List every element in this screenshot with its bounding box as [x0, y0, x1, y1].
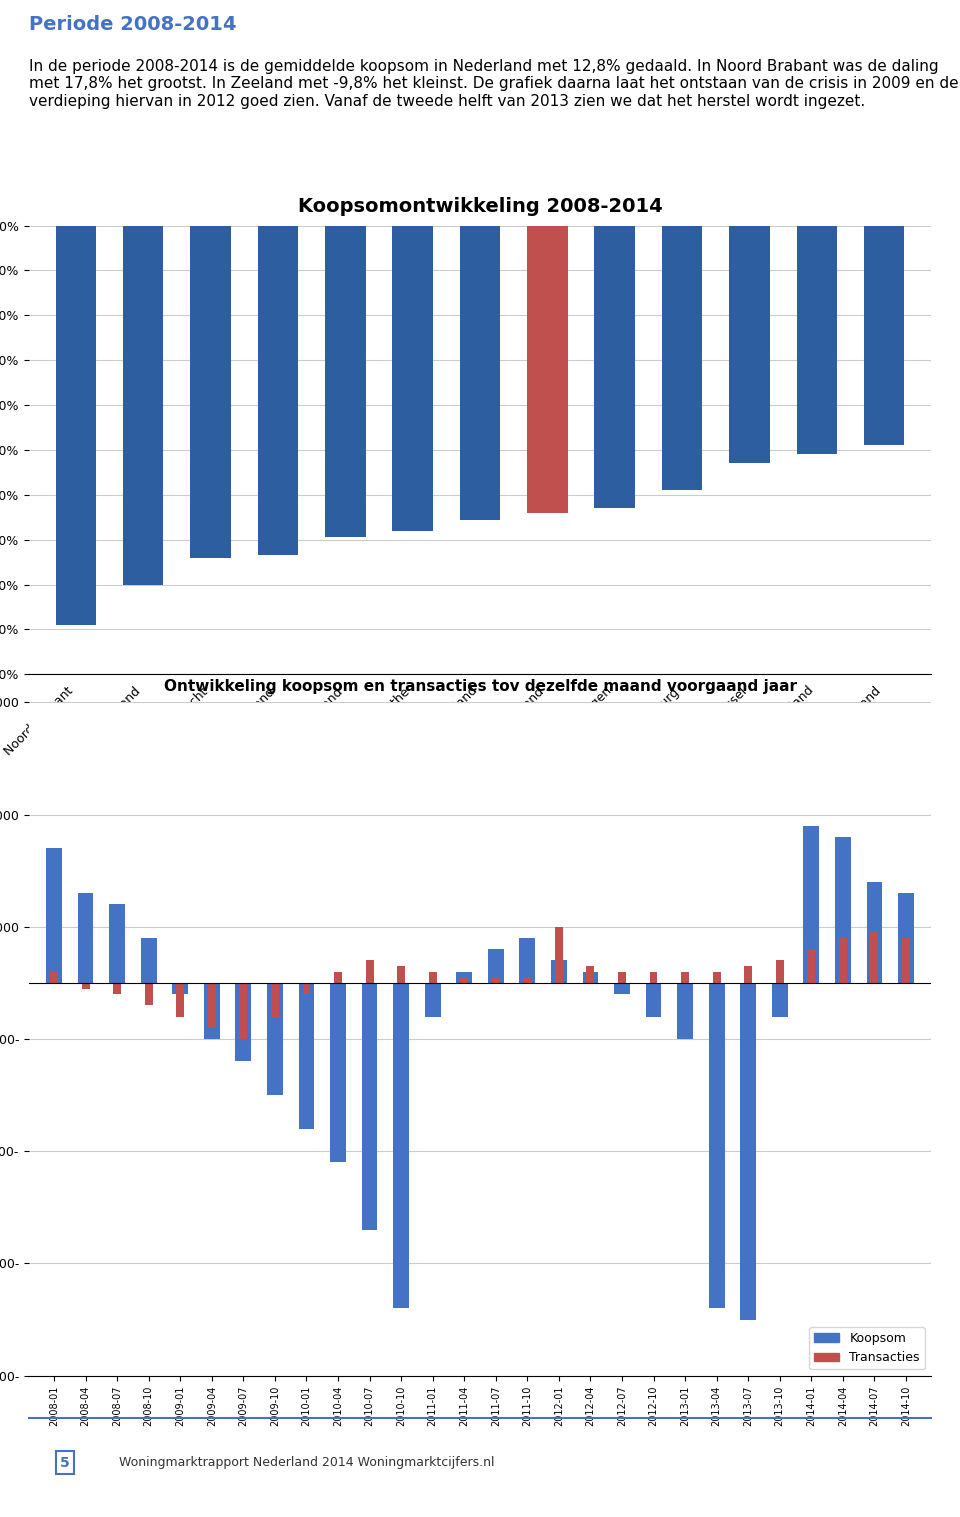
- Bar: [299, 983, 314, 1129]
- Legend: Koopsom, Transacties: Koopsom, Transacties: [809, 1327, 924, 1370]
- Bar: [898, 894, 914, 983]
- Bar: [177, 983, 184, 1016]
- Bar: [50, 972, 58, 983]
- Title: Ontwikkeling koopsom en transacties tov dezelfde maand voorgaand jaar: Ontwikkeling koopsom en transacties tov …: [163, 680, 797, 695]
- Bar: [394, 983, 409, 1308]
- Text: Woningmarktrapport Nederland 2014 Woningmarktcijfers.nl: Woningmarktrapport Nederland 2014 Woning…: [119, 1456, 494, 1468]
- Bar: [424, 983, 441, 1016]
- Bar: [867, 881, 882, 983]
- Bar: [56, 226, 96, 625]
- Bar: [123, 226, 163, 584]
- Bar: [141, 938, 156, 983]
- Bar: [730, 226, 770, 463]
- Bar: [208, 983, 216, 1029]
- Bar: [334, 972, 342, 983]
- Bar: [239, 983, 248, 1039]
- Text: © Woningmarktcijfers.nl, bron het Kadaster: © Woningmarktcijfers.nl, bron het Kadast…: [29, 845, 288, 859]
- Bar: [587, 966, 594, 983]
- Bar: [523, 977, 531, 983]
- Bar: [807, 950, 815, 983]
- Bar: [682, 972, 689, 983]
- Bar: [271, 983, 278, 1016]
- Text: 5: 5: [60, 1455, 70, 1470]
- Text: In de periode 2008-2014 is de gemiddelde koopsom in Nederland met 12,8% gedaald.: In de periode 2008-2014 is de gemiddelde…: [29, 59, 958, 109]
- Bar: [78, 894, 93, 983]
- Bar: [456, 972, 472, 983]
- Bar: [677, 983, 693, 1039]
- Bar: [519, 938, 536, 983]
- Bar: [583, 972, 598, 983]
- Bar: [712, 972, 721, 983]
- Title: Koopsomontwikkeling 2008-2014: Koopsomontwikkeling 2008-2014: [298, 197, 662, 215]
- Bar: [460, 977, 468, 983]
- Bar: [460, 226, 500, 519]
- Bar: [594, 226, 635, 508]
- Bar: [82, 983, 89, 989]
- Bar: [618, 972, 626, 983]
- Bar: [325, 226, 366, 537]
- Bar: [835, 837, 851, 983]
- Bar: [772, 983, 787, 1016]
- Bar: [429, 972, 437, 983]
- Bar: [488, 950, 504, 983]
- Bar: [330, 983, 346, 1162]
- Bar: [302, 983, 310, 994]
- Bar: [46, 848, 62, 983]
- Bar: [492, 977, 500, 983]
- Bar: [804, 825, 819, 983]
- Bar: [190, 226, 230, 558]
- Bar: [173, 983, 188, 994]
- Bar: [650, 972, 658, 983]
- Bar: [555, 927, 563, 983]
- Bar: [204, 983, 220, 1039]
- Bar: [258, 226, 299, 555]
- Text: Periode 2008-2014: Periode 2008-2014: [29, 15, 236, 35]
- Bar: [393, 226, 433, 531]
- Bar: [661, 226, 702, 490]
- Bar: [871, 933, 878, 983]
- Bar: [776, 960, 783, 983]
- Bar: [708, 983, 725, 1308]
- Bar: [397, 966, 405, 983]
- Bar: [235, 983, 252, 1062]
- Bar: [744, 966, 752, 983]
- Bar: [527, 226, 567, 513]
- Bar: [109, 904, 125, 983]
- Bar: [797, 226, 837, 455]
- Bar: [551, 960, 566, 983]
- Bar: [362, 983, 377, 1230]
- Bar: [267, 983, 283, 1095]
- Bar: [614, 983, 630, 994]
- Bar: [113, 983, 121, 994]
- Bar: [646, 983, 661, 1016]
- Bar: [864, 226, 904, 446]
- Bar: [366, 960, 373, 983]
- Bar: [839, 938, 847, 983]
- Bar: [145, 983, 153, 1006]
- Bar: [740, 983, 756, 1320]
- Bar: [902, 938, 910, 983]
